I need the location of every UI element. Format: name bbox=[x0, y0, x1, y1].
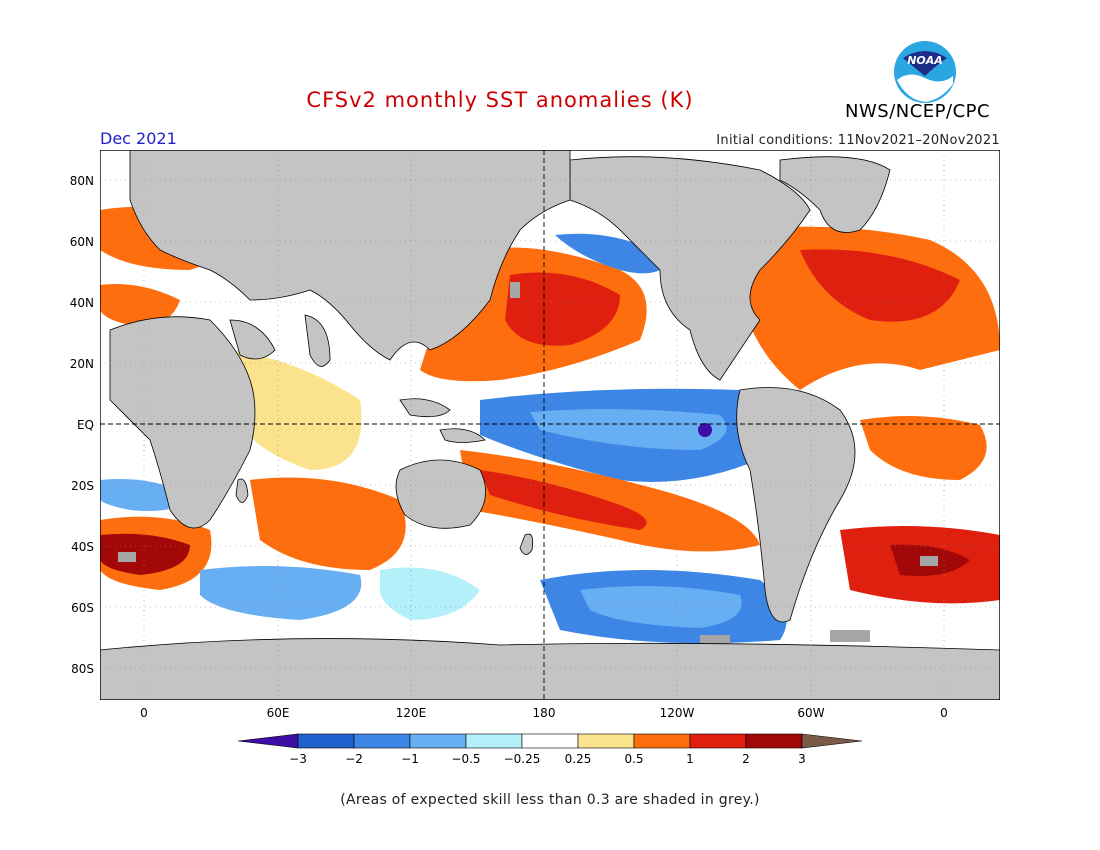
organization-label: NWS/NCEP/CPC bbox=[845, 101, 991, 122]
lon-label: 120W bbox=[660, 706, 695, 720]
graticule bbox=[100, 150, 1000, 700]
colorbar-swatch bbox=[353, 733, 411, 749]
colorbar-arrow-high bbox=[801, 733, 863, 749]
lat-label: 20N bbox=[70, 357, 94, 371]
lat-label: 60N bbox=[70, 235, 94, 249]
lon-label: 120E bbox=[396, 706, 427, 720]
lon-label: 0 bbox=[940, 706, 948, 720]
sst-anomaly-map bbox=[100, 150, 1000, 700]
colorbar-tick-label: 3 bbox=[798, 752, 806, 766]
lon-label: 60E bbox=[267, 706, 290, 720]
colorbar-tick-label: 2 bbox=[742, 752, 750, 766]
longitude-labels: 0 60E 120E 180 120W 60W 0 bbox=[140, 706, 948, 720]
chart-title: CFSv2 monthly SST anomalies (K) bbox=[306, 88, 694, 112]
colorbar-arrow-low bbox=[238, 733, 299, 749]
lat-label: 40N bbox=[70, 296, 94, 310]
valid-month-label: Dec 2021 bbox=[100, 129, 177, 148]
colorbar-swatch bbox=[689, 733, 747, 749]
latitude-labels: 80N 60N 40N 20N EQ 20S 40S 60S 80S bbox=[70, 174, 94, 676]
colorbar-tick-label: 1 bbox=[686, 752, 694, 766]
colorbar-tick-label: −3 bbox=[289, 752, 307, 766]
lat-label: 80S bbox=[71, 662, 94, 676]
colorbar-swatch bbox=[521, 733, 579, 749]
noaa-logo: NOAA bbox=[894, 41, 956, 103]
colorbar-swatch bbox=[577, 733, 635, 749]
colorbar-swatch bbox=[745, 733, 803, 749]
lon-label: 60W bbox=[797, 706, 824, 720]
footnote: (Areas of expected skill less than 0.3 a… bbox=[340, 792, 760, 808]
lat-label: 80N bbox=[70, 174, 94, 188]
lat-label: 60S bbox=[71, 601, 94, 615]
land-masses bbox=[100, 150, 1000, 700]
colorbar-tick-label: −2 bbox=[345, 752, 363, 766]
colorbar-swatch bbox=[465, 733, 523, 749]
lon-label: 180 bbox=[533, 706, 556, 720]
lat-label: 40S bbox=[71, 540, 94, 554]
colorbar-swatch bbox=[633, 733, 691, 749]
colorbar-tick-label: −0.25 bbox=[504, 752, 541, 766]
initial-conditions-label: Initial conditions: 11Nov2021–20Nov2021 bbox=[716, 133, 1000, 148]
lat-label: 20S bbox=[71, 479, 94, 493]
colorbar-tick-label: −0.5 bbox=[451, 752, 480, 766]
svg-text:NOAA: NOAA bbox=[907, 54, 943, 67]
colorbar-swatch bbox=[409, 733, 467, 749]
colorbar-swatch bbox=[297, 733, 355, 749]
lat-label: EQ bbox=[77, 418, 94, 432]
colorbar: −3 −2 −1 −0.5 −0.25 0.25 0.5 1 2 3 bbox=[238, 733, 863, 766]
colorbar-tick-label: 0.5 bbox=[624, 752, 643, 766]
colorbar-tick-label: 0.25 bbox=[565, 752, 592, 766]
colorbar-tick-label: −1 bbox=[401, 752, 419, 766]
lon-label: 0 bbox=[140, 706, 148, 720]
